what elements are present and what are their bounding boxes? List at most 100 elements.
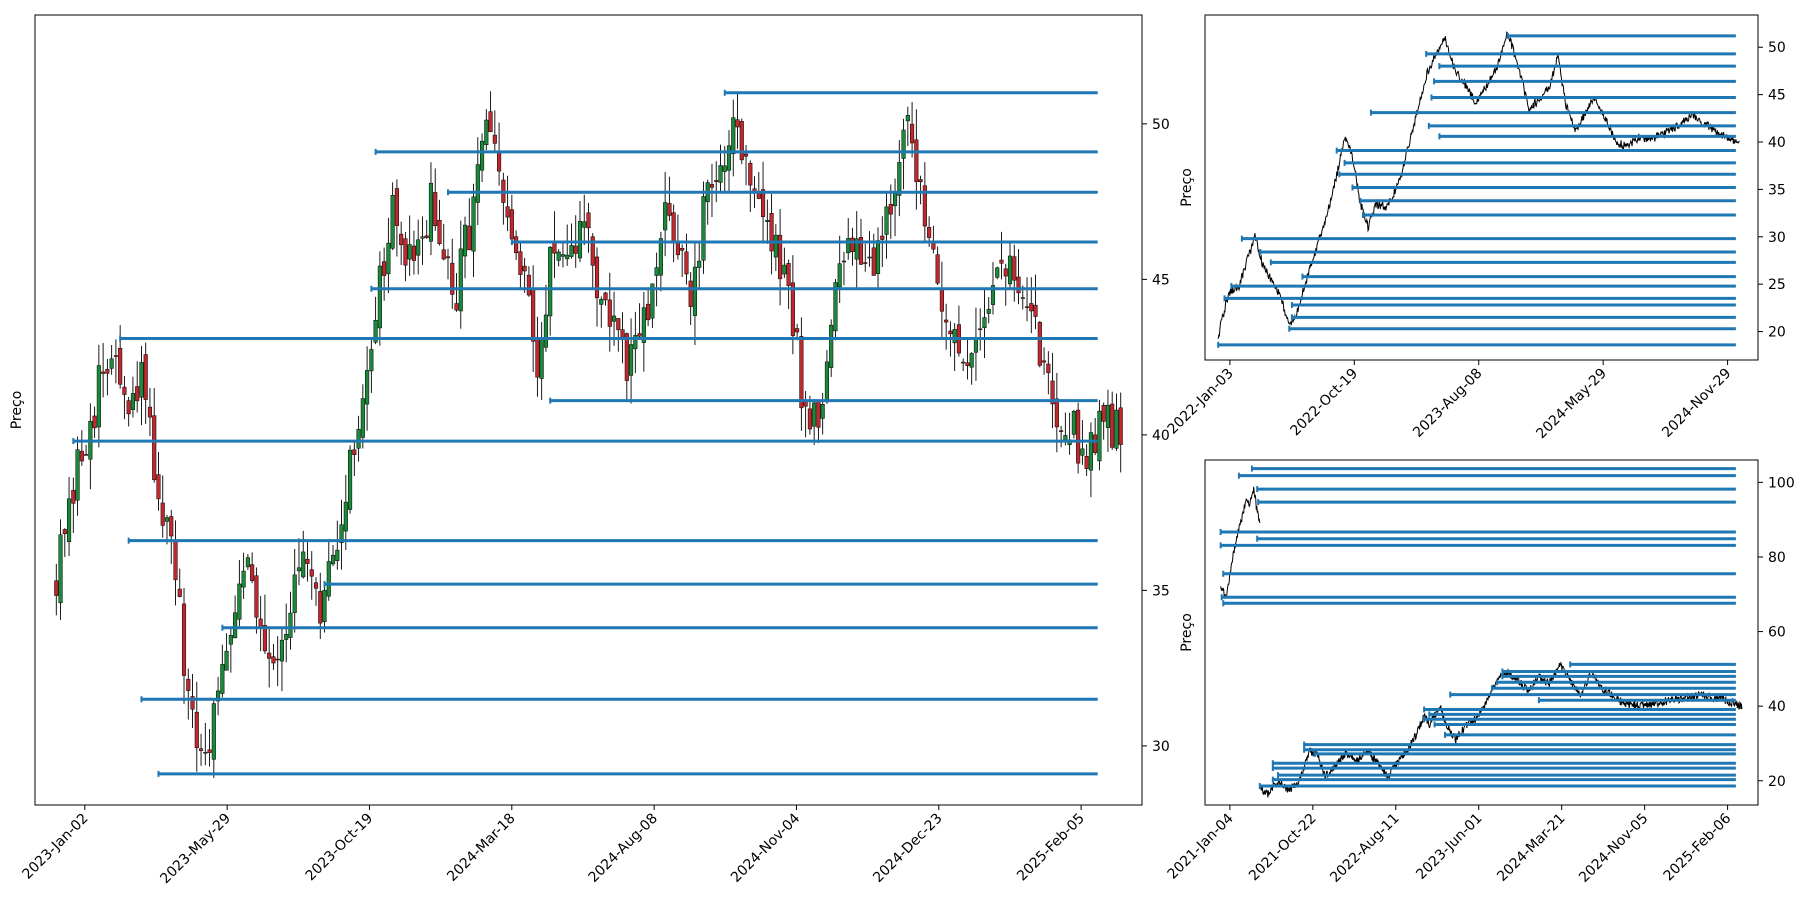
main-candle-body [616, 318, 621, 331]
top-right-ytick-label: 45 [1768, 88, 1786, 104]
main-candle-body [1063, 435, 1068, 441]
main-candle-body [271, 656, 276, 664]
main-candle-body [1080, 448, 1085, 456]
main-candle-body [718, 165, 723, 183]
main-candle-body [850, 237, 855, 253]
main-candle-body [352, 449, 357, 455]
main-xtick-label: 2024-Mar-18 [444, 811, 518, 885]
main-candle-body [531, 288, 536, 342]
main-candle-body [795, 328, 800, 333]
main-candle-body [990, 285, 996, 305]
bottom-right-ytick-label: 100 [1768, 475, 1795, 491]
bottom-right-price-line [1220, 486, 1261, 599]
main-candle-body [641, 307, 646, 343]
main-candle-body [233, 612, 238, 639]
main-candle-body [488, 111, 493, 132]
top-right-ytick-label: 20 [1768, 325, 1786, 341]
main-candle-body [109, 358, 114, 369]
chart-top-right-line: 20 25 30 35 40 45 50 2022-Jan-03 2022-Oct-19 2023… [1165, 14, 1786, 443]
main-candle-body [169, 516, 174, 537]
main-candle-body [1076, 409, 1081, 464]
main-candle-body [322, 589, 327, 622]
main-candle-body [552, 241, 557, 254]
main-candle-body [373, 319, 378, 343]
main-candle-body [539, 339, 544, 379]
main-candle-body [139, 362, 144, 398]
main-candle-body [769, 213, 774, 252]
main-candle-body [471, 196, 476, 252]
main-candle-body [918, 179, 923, 183]
main-candle-body [211, 703, 216, 760]
main-candle-body [773, 234, 778, 258]
main-candle-body [867, 256, 872, 259]
main-candle-body [565, 254, 570, 260]
top-right-ytick-label: 50 [1768, 40, 1786, 56]
main-xtick-label: 2023-Oct-19 [303, 811, 377, 885]
main-candle-body [254, 575, 259, 618]
main-candle-body [820, 404, 825, 419]
chart-top-right-hlines-layer [1217, 32, 1736, 348]
main-candle-body [394, 188, 399, 226]
main-candle-body [118, 347, 123, 385]
main-candle-body [654, 267, 659, 276]
top-right-plot-frame [1204, 14, 1759, 361]
main-candle-body [160, 502, 165, 526]
main-candle-body [194, 711, 199, 749]
main-candle-body [313, 582, 319, 589]
main-candle-body [952, 329, 957, 344]
main-candle-body [863, 262, 868, 264]
main-candle-body [799, 336, 804, 409]
main-candle-body [1033, 304, 1038, 317]
main-candle-body [1029, 303, 1034, 312]
main-candle-body [603, 292, 608, 301]
main-candle-body [335, 549, 340, 561]
main-candle-body [190, 696, 195, 710]
main-candle-body [927, 227, 932, 238]
bottom-right-xtick-label: 2025-Feb-06 [1661, 810, 1735, 884]
main-candle-body [181, 603, 187, 676]
bottom-right-xtick-label: 2024-Mar-21 [1494, 811, 1568, 885]
main-candle-body [1012, 256, 1017, 281]
main-candle-body [1114, 409, 1119, 449]
main-candle-body [663, 202, 668, 231]
main-candle-body [854, 238, 859, 260]
main-candle-body [152, 415, 157, 481]
main-candle-body [829, 324, 834, 368]
main-candle-body [1007, 255, 1013, 285]
main-candle-body [812, 402, 817, 427]
main-candle-body [573, 245, 578, 254]
main-candle-body [692, 266, 697, 316]
top-right-ytick-label: 25 [1768, 277, 1786, 293]
main-candle-body [186, 678, 191, 691]
bottom-right-xtick-label: 2021-Oct-22 [1246, 811, 1320, 885]
main-candle-body [237, 583, 242, 620]
main-candle-body [761, 189, 766, 218]
main-candle-body [577, 220, 583, 259]
main-candle-body [726, 145, 732, 171]
main-candle-body [837, 263, 842, 288]
main-candle-body [914, 139, 919, 182]
main-candle-body [241, 570, 246, 588]
top-right-xtick-label: 2024-May-29 [1533, 366, 1610, 443]
main-candle-body [420, 236, 425, 239]
chart-bottom-right-line: 20 40 60 80 100 2021-Jan-04 2021-Oct-22 2022-Au… [1165, 459, 1795, 886]
main-candle-body [450, 262, 455, 295]
main-candle-body [318, 591, 323, 624]
main-candle-body [599, 299, 604, 305]
main-xtick-label: 2025-Feb-05 [1014, 811, 1088, 885]
main-candle-body [250, 564, 255, 582]
main-candle-body [560, 254, 566, 257]
main-candle-body [58, 534, 63, 604]
main-candle-body [509, 209, 514, 240]
main-ylabel: Preço [9, 391, 25, 430]
main-candle-body [492, 134, 497, 144]
main-candle-body [365, 370, 370, 405]
main-candle-body [1093, 434, 1098, 454]
main-candle-body [684, 251, 689, 275]
top-right-xtick-label: 2022-Jan-03 [1165, 366, 1237, 438]
main-candle-body [462, 224, 468, 257]
main-candle-body [348, 449, 353, 510]
main-candle-body [284, 634, 289, 640]
main-ytick-label: 30 [1152, 739, 1170, 755]
main-candle-body [675, 241, 680, 256]
